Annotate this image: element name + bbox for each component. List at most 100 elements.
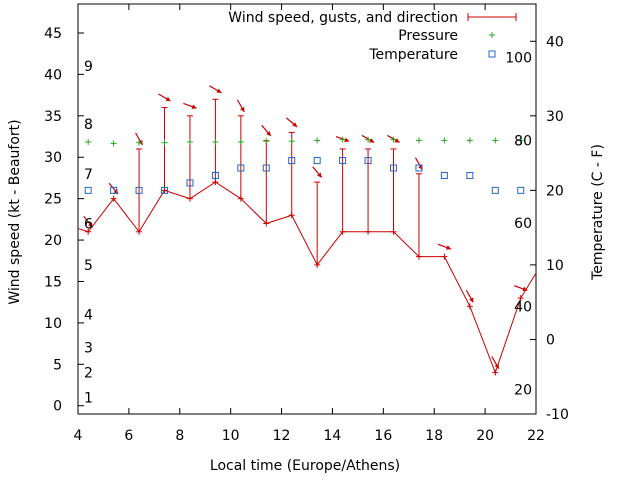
direction-arrow	[437, 243, 452, 250]
temperature-point	[517, 186, 525, 194]
x-tick-label: 12	[273, 428, 291, 444]
legend-sample-temperature	[488, 50, 496, 58]
pressure-point	[441, 137, 448, 144]
temperature-point	[440, 171, 448, 179]
x-tick-label: 18	[425, 428, 443, 444]
fahrenheit-tick-label: 60	[514, 216, 532, 232]
x-axis-label: Local time (Europe/Athens)	[210, 458, 400, 474]
direction-arrow-head	[369, 138, 375, 143]
direction-arrow-head	[191, 104, 197, 109]
fahrenheit-tick-label: 20	[514, 382, 532, 398]
y-tick-label: 10	[44, 316, 62, 332]
y-tick-label: 35	[44, 109, 62, 125]
beaufort-tick-label: 5	[84, 258, 93, 274]
beaufort-tick-label: 3	[84, 341, 93, 357]
direction-arrow-head	[292, 122, 298, 127]
direction-arrow	[209, 85, 222, 94]
direction-arrow	[158, 93, 171, 102]
x-tick-label: 6	[124, 428, 133, 444]
data-marks	[78, 85, 536, 376]
direction-arrow	[285, 117, 298, 128]
legend-label-pressure: Pressure	[398, 28, 458, 44]
direction-arrow-head	[494, 363, 499, 369]
clipped-marks	[78, 85, 536, 376]
pressure-point	[365, 136, 372, 143]
direction-arrow	[491, 356, 500, 369]
direction-arrow-head	[344, 137, 350, 143]
direction-arrow-head	[88, 222, 93, 228]
plot-border	[77, 3, 537, 415]
y-tick-label: 25	[44, 192, 62, 208]
fahrenheit-tick-label: 40	[514, 300, 532, 316]
direction-arrow-head	[317, 172, 322, 178]
y2-tick-label: -10	[546, 407, 569, 423]
temperature-point	[339, 157, 347, 165]
temperature-point	[161, 186, 169, 194]
tick-labels: 4 6 8 10 12 14 16 18 20 2205101520253035404512345…	[44, 26, 569, 444]
x-tick-label: 8	[175, 428, 184, 444]
pressure-point	[339, 136, 346, 143]
pressure-point	[288, 138, 295, 145]
fahrenheit-tick-label: 100	[505, 51, 532, 67]
pressure-point	[85, 138, 92, 145]
pressure-point	[466, 137, 473, 144]
temperature-point	[491, 186, 499, 194]
y2-tick-label: 40	[546, 34, 564, 50]
y2-tick-label: 0	[546, 332, 555, 348]
temperature-point	[110, 186, 118, 194]
direction-arrow	[261, 124, 272, 137]
pressure-point	[415, 137, 422, 144]
y-tick-label: 40	[44, 67, 62, 83]
y2-tick-label: 20	[546, 183, 564, 199]
direction-arrow-head	[216, 88, 222, 93]
temperature-point	[211, 171, 219, 179]
legend-samples	[467, 13, 517, 58]
temperature-point	[237, 164, 245, 172]
y2-tick-label: 10	[546, 258, 564, 274]
legend-label-wind: Wind speed, gusts, and direction	[228, 10, 458, 26]
temperature-point	[288, 157, 296, 165]
y-tick-label: 30	[44, 150, 62, 166]
temperature-point	[135, 186, 143, 194]
temperature-point	[84, 186, 92, 194]
direction-arrow	[83, 216, 94, 228]
direction-arrow-head	[165, 96, 171, 102]
x-tick-label: 4	[74, 428, 83, 444]
pressure-point	[237, 138, 244, 145]
y-tick-label: 20	[44, 233, 62, 249]
pressure-point	[314, 137, 321, 144]
direction-arrow-head	[418, 164, 423, 170]
pressure-point	[186, 138, 193, 145]
y-tick-label: 15	[44, 274, 62, 290]
direction-arrow-head	[240, 106, 245, 112]
beaufort-tick-label: 2	[84, 366, 93, 382]
x-tick-label: 20	[476, 428, 494, 444]
beaufort-tick-label: 9	[84, 59, 93, 75]
plot-frame	[77, 3, 537, 415]
direction-arrow	[414, 157, 423, 171]
beaufort-tick-label: 6	[84, 216, 93, 232]
direction-arrow	[236, 99, 245, 113]
pressure-point	[263, 138, 270, 145]
direction-arrow-head	[522, 286, 528, 292]
temperature-point	[415, 164, 423, 172]
x-tick-label: 14	[324, 428, 342, 444]
pressure-point	[136, 139, 143, 146]
beaufort-tick-label: 8	[84, 117, 93, 133]
fahrenheit-tick-label: 80	[514, 133, 532, 149]
direction-arrow-head	[469, 297, 474, 303]
temperature-point	[390, 164, 398, 172]
x-tick-label: 10	[222, 428, 240, 444]
wind-speed-line	[78, 181, 536, 375]
direction-arrow	[465, 289, 474, 303]
y-axis-label: Wind speed (kt - Beaufort)	[7, 119, 23, 304]
beaufort-tick-label: 4	[84, 308, 93, 324]
direction-arrow	[513, 285, 528, 292]
x-tick-label: 22	[527, 428, 545, 444]
direction-arrow	[183, 102, 197, 109]
direction-arrow	[312, 166, 323, 178]
temperature-point	[466, 171, 474, 179]
y2-axis-label: Temperature (C - F)	[590, 144, 606, 281]
pressure-point	[212, 138, 219, 145]
